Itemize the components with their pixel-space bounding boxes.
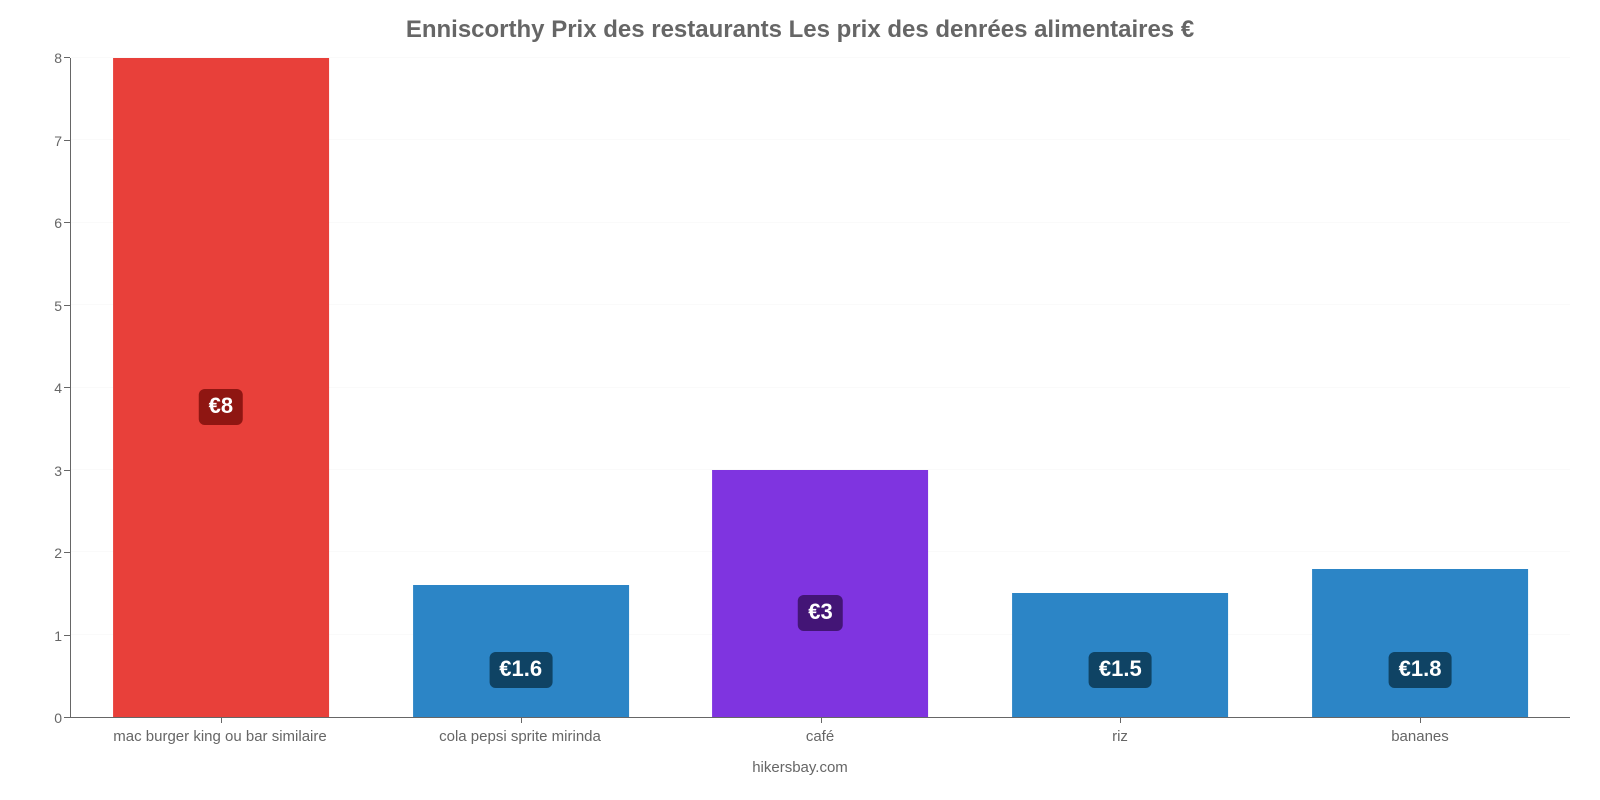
x-axis-tick bbox=[221, 717, 222, 723]
x-axis-label: café bbox=[670, 728, 970, 745]
bar bbox=[713, 470, 929, 717]
bars-container: €8 €1.6 €3 €1.5 €1.8 bbox=[71, 58, 1570, 717]
chart-attribution: hikersbay.com bbox=[20, 759, 1580, 776]
chart-title: Enniscorthy Prix des restaurants Les pri… bbox=[20, 16, 1580, 44]
y-axis-tick-label: 6 bbox=[22, 215, 62, 231]
y-axis-tick-label: 2 bbox=[22, 545, 62, 561]
x-axis-label: mac burger king ou bar similaire bbox=[70, 728, 370, 745]
x-axis-label: riz bbox=[970, 728, 1270, 745]
plot-region: €8 €1.6 €3 €1.5 €1.8 bbox=[70, 58, 1570, 718]
y-axis-tick-label: 0 bbox=[22, 710, 62, 726]
x-axis-label: bananes bbox=[1270, 728, 1570, 745]
x-axis-tick bbox=[1120, 717, 1121, 723]
plot-area: 012345678 €8€1.6€3€1.5€1.8 bbox=[70, 58, 1570, 718]
price-bar-chart: Enniscorthy Prix des restaurants Les pri… bbox=[0, 0, 1600, 800]
bar-slot: €3 bbox=[671, 58, 971, 717]
x-axis-tick bbox=[1420, 717, 1421, 723]
bar-slot: €8 bbox=[71, 58, 371, 717]
bar-slot: €1.6 bbox=[371, 58, 671, 717]
value-badge: €8 bbox=[199, 389, 243, 425]
y-axis-tick-label: 7 bbox=[22, 133, 62, 149]
y-axis: 012345678 bbox=[20, 58, 70, 718]
value-badge: €1.6 bbox=[489, 652, 552, 688]
x-axis-label: cola pepsi sprite mirinda bbox=[370, 728, 670, 745]
x-axis-tick bbox=[821, 717, 822, 723]
y-axis-tick-label: 3 bbox=[22, 463, 62, 479]
value-badge: €1.8 bbox=[1389, 652, 1452, 688]
bar-slot: €1.8 bbox=[1270, 58, 1570, 717]
x-axis-tick bbox=[521, 717, 522, 723]
y-axis-tick-label: 5 bbox=[22, 298, 62, 314]
bar bbox=[1312, 569, 1528, 717]
bar bbox=[413, 585, 629, 717]
y-axis-tick-label: 1 bbox=[22, 628, 62, 644]
y-axis-tick-label: 8 bbox=[22, 50, 62, 66]
bar bbox=[113, 58, 329, 717]
value-badge: €1.5 bbox=[1089, 652, 1152, 688]
value-badge: €3 bbox=[798, 595, 842, 631]
bar-slot: €1.5 bbox=[970, 58, 1270, 717]
x-axis-labels: mac burger king ou bar similairecola pep… bbox=[70, 728, 1570, 745]
y-axis-tick-label: 4 bbox=[22, 380, 62, 396]
